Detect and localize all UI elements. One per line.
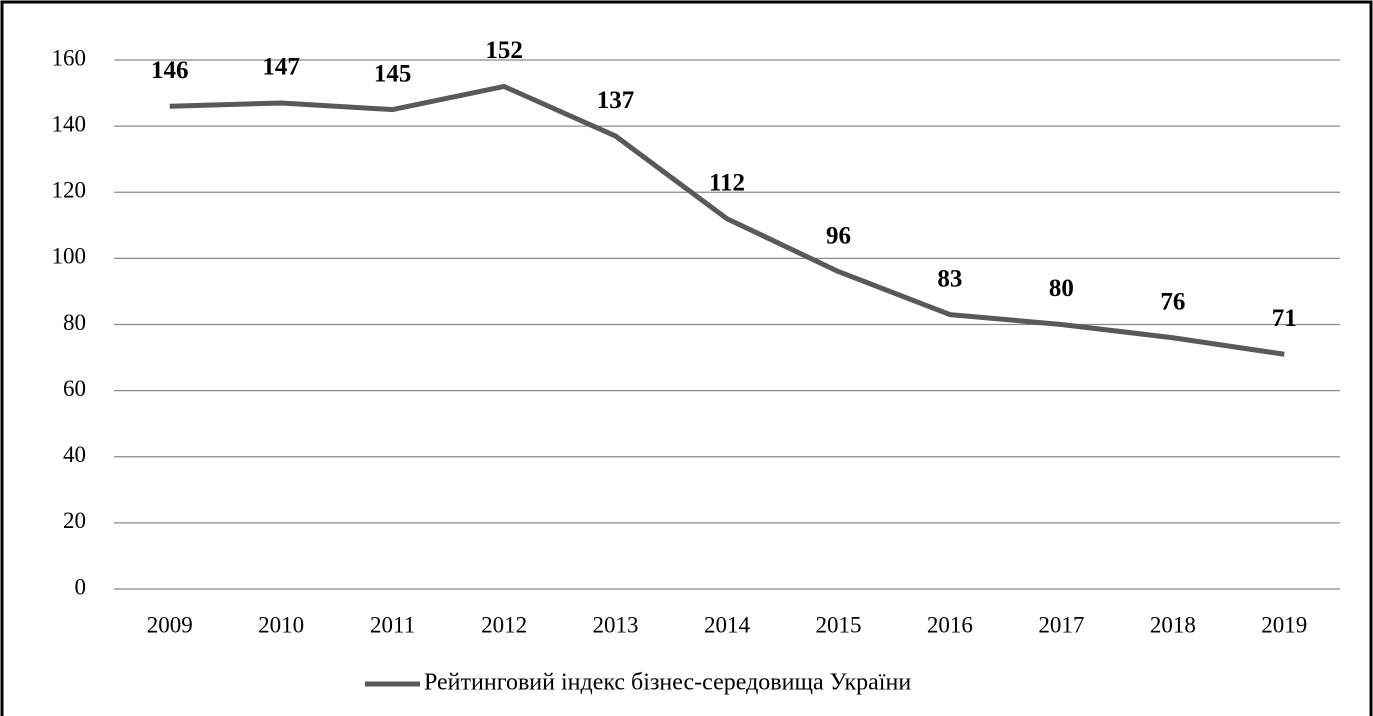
data-label: 83: [937, 265, 962, 292]
x-tick-label: 2017: [1038, 612, 1084, 637]
data-label: 80: [1049, 275, 1074, 302]
x-tick-label: 2009: [147, 612, 193, 637]
y-tick-label: 80: [63, 310, 86, 335]
y-tick-label: 20: [63, 508, 86, 533]
y-tick-label: 60: [63, 376, 86, 401]
data-label: 112: [709, 169, 745, 196]
x-tick-label: 2013: [593, 612, 639, 637]
x-tick-label: 2012: [481, 612, 527, 637]
x-tick-label: 2014: [704, 612, 751, 637]
legend-label: Рейтинговий індекс бізнес-середовища Укр…: [424, 670, 911, 696]
data-label: 147: [262, 54, 300, 81]
data-label: 152: [485, 37, 523, 64]
x-tick-label: 2018: [1150, 612, 1196, 637]
data-label: 71: [1272, 305, 1297, 332]
x-tick-label: 2011: [370, 612, 415, 637]
x-tick-label: 2019: [1261, 612, 1307, 637]
series-line: [169, 83, 1285, 357]
y-tick-label: 120: [52, 178, 87, 203]
data-label: 145: [374, 60, 412, 87]
data-label: 146: [151, 57, 189, 84]
data-label: 137: [597, 87, 635, 114]
data-label: 76: [1160, 288, 1185, 315]
data-label: 96: [826, 222, 851, 249]
y-tick-label: 160: [52, 45, 87, 70]
x-tick-label: 2016: [927, 612, 973, 637]
x-tick-label: 2010: [258, 612, 304, 637]
y-tick-label: 100: [52, 244, 87, 269]
y-tick-label: 140: [52, 111, 87, 136]
y-tick-label: 0: [75, 574, 87, 599]
x-tick-label: 2015: [815, 612, 861, 637]
y-tick-label: 40: [63, 442, 86, 467]
